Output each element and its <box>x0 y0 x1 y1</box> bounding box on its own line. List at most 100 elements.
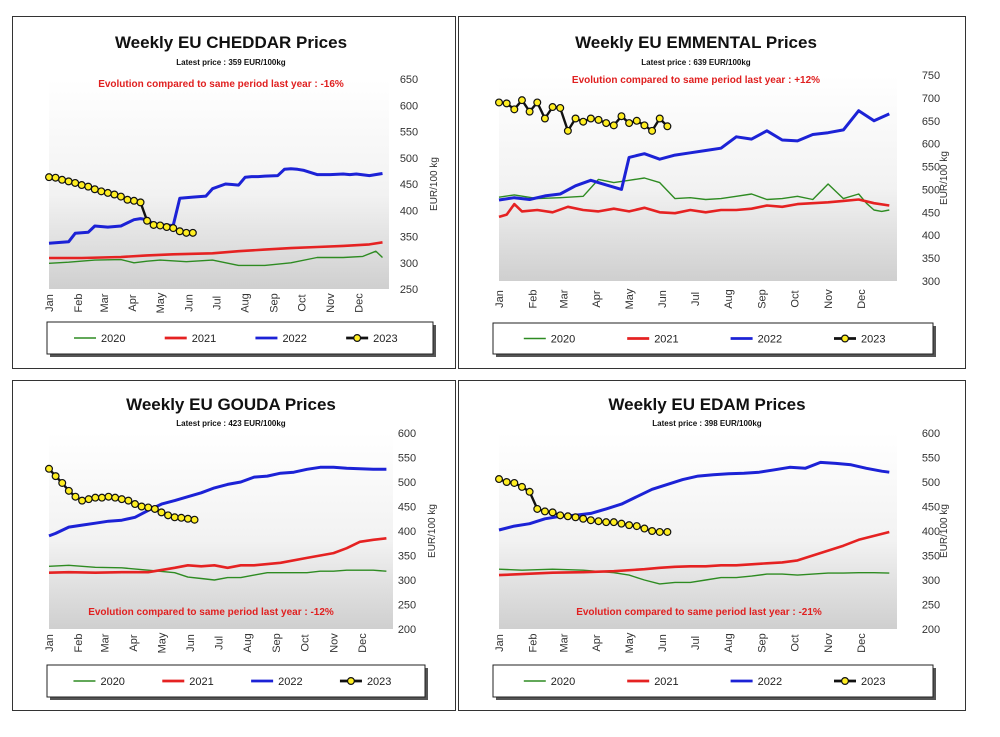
x-tick-label: Nov <box>328 633 340 653</box>
x-tick-label: Jul <box>690 636 702 650</box>
emmental-chart-panel: Weekly EU EMMENTAL Prices Latest price : … <box>458 16 966 369</box>
series-point-2023 <box>579 117 588 126</box>
evolution-annotation: Evolution compared to same period last y… <box>88 607 334 618</box>
y-tick-label: 300 <box>400 258 418 270</box>
chart-title: Weekly EU GOUDA Prices <box>126 395 336 414</box>
series-line-2021 <box>498 198 890 219</box>
series-point-2023 <box>123 195 132 204</box>
y-tick-label: 400 <box>922 230 940 242</box>
y-tick-label: 350 <box>922 551 940 563</box>
series-point-2023 <box>111 493 120 502</box>
x-tick-label: Mar <box>558 289 570 308</box>
series-point-2023 <box>617 112 626 121</box>
legend-box <box>492 664 934 698</box>
y-tick-label: 650 <box>922 116 940 128</box>
series-point-2023 <box>594 517 603 526</box>
y-tick-label: 600 <box>922 428 940 440</box>
y-tick-label: 600 <box>398 428 416 440</box>
series-point-2023 <box>517 482 526 491</box>
legend-label-2023: 2023 <box>373 333 397 345</box>
y-tick-label: 650 <box>400 74 418 86</box>
x-tick-label: Apr <box>127 294 139 311</box>
series-line-2022 <box>48 465 387 538</box>
evolution-annotation: Evolution compared to same period last y… <box>98 79 344 90</box>
series-point-2023 <box>540 507 549 516</box>
series-point-2023 <box>655 527 664 536</box>
series-point-2023 <box>586 114 595 123</box>
x-tick-label: Aug <box>240 293 252 313</box>
legend-label-2021: 2021 <box>192 333 216 345</box>
y-tick-label: 350 <box>398 551 416 563</box>
series-point-2023 <box>533 98 542 107</box>
cheddar-chart: Weekly EU CHEDDAR Prices Latest price : 3… <box>44 33 440 357</box>
series-point-2023 <box>64 486 73 495</box>
series-point-2023 <box>51 472 60 481</box>
x-tick-label: Sep <box>757 289 769 309</box>
y-tick-label: 400 <box>400 205 418 217</box>
x-tick-label: Jan <box>44 294 56 312</box>
x-tick-label: May <box>624 288 636 309</box>
series-point-2023 <box>609 518 618 527</box>
series-point-2023 <box>533 504 542 513</box>
series-point-2023 <box>157 508 166 517</box>
series-point-2023 <box>156 221 165 230</box>
y-tick-label: 400 <box>398 526 416 538</box>
series-point-2023 <box>525 107 534 116</box>
series-point-2023 <box>90 185 99 194</box>
x-tick-label: Nov <box>823 289 835 309</box>
series-point-2023 <box>78 496 87 505</box>
y-tick-label: 450 <box>400 179 418 191</box>
series-point-2023 <box>44 464 53 473</box>
latest-price-label: Latest price : 639 EUR/100kg <box>641 58 750 67</box>
series-point-2023 <box>164 511 173 520</box>
y-axis-label: EUR/100 kg <box>939 151 950 205</box>
y-tick-label: 500 <box>398 477 416 489</box>
y-tick-label: 450 <box>922 207 940 219</box>
series-point-2023 <box>170 513 179 522</box>
series-point-2023 <box>510 105 519 114</box>
legend-label-2023: 2023 <box>861 334 885 346</box>
series-point-2023 <box>175 227 184 236</box>
series-line-2020 <box>48 564 387 581</box>
legend-marker-2023 <box>841 334 850 343</box>
series-point-2023 <box>130 500 139 509</box>
series-line-2021 <box>48 537 387 574</box>
plot-area <box>49 433 393 629</box>
series-point-2023 <box>149 220 158 229</box>
x-tick-label: Feb <box>528 290 540 309</box>
x-tick-label: Feb <box>73 294 85 313</box>
x-tick-label: Dec <box>856 289 868 309</box>
y-tick-label: 500 <box>922 184 940 196</box>
x-tick-label: May <box>624 632 636 653</box>
chart-title: Weekly EU CHEDDAR Prices <box>115 33 347 52</box>
latest-price-label: Latest price : 423 EUR/100kg <box>176 419 285 428</box>
y-axis-label: EUR/100 kg <box>939 504 950 558</box>
series-point-2023 <box>556 511 565 520</box>
series-point-2023 <box>137 502 146 511</box>
series-point-2023 <box>91 493 100 502</box>
y-tick-label: 300 <box>398 575 416 587</box>
series-point-2023 <box>117 495 126 504</box>
x-tick-label: Jun <box>657 634 669 652</box>
y-tick-label: 600 <box>400 100 418 112</box>
series-point-2023 <box>144 503 153 512</box>
series-point-2023 <box>494 98 503 107</box>
series-line-2021 <box>498 530 890 577</box>
legend-label-2020: 2020 <box>100 676 124 688</box>
y-tick-label: 350 <box>400 232 418 244</box>
x-tick-label: Mar <box>100 633 112 652</box>
series-point-2023 <box>177 513 186 522</box>
series-point-2023 <box>84 495 93 504</box>
x-tick-label: Jun <box>657 290 669 308</box>
x-tick-label: Jan <box>494 634 506 652</box>
x-tick-label: May <box>155 292 167 313</box>
edam-chart: Weekly EU EDAM Prices Latest price : 398 … <box>492 395 950 700</box>
series-point-2023 <box>502 477 511 486</box>
y-tick-label: 450 <box>398 502 416 514</box>
series-point-2023 <box>129 196 138 205</box>
series-point-2023 <box>648 126 657 135</box>
y-tick-label: 700 <box>922 93 940 105</box>
series-point-2023 <box>525 487 534 496</box>
legend-label-2020: 2020 <box>551 334 575 346</box>
series-point-2023 <box>182 228 191 237</box>
